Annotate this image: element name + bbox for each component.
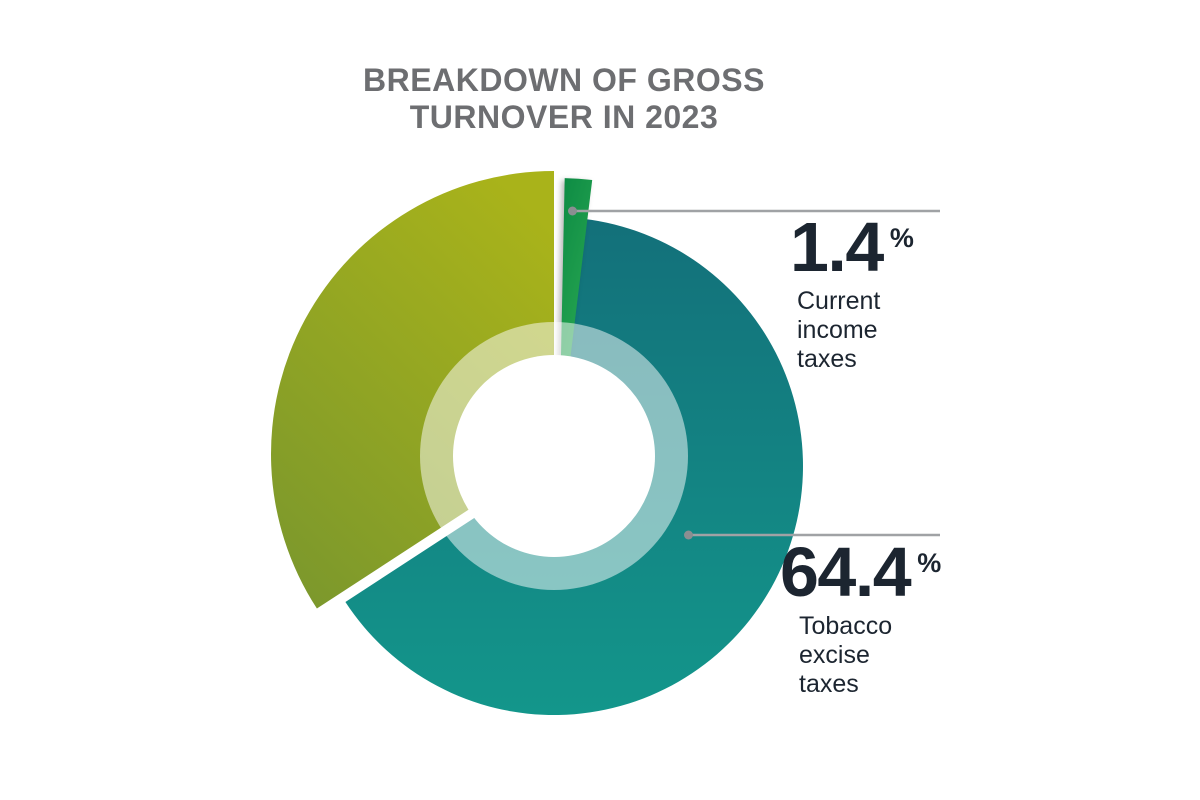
- percent-sign: %: [889, 223, 914, 253]
- callout-label-tobacco-excise-taxes: Tobacco excise taxes: [799, 612, 893, 698]
- callout-tobacco-excise-taxes: 64.4 %: [780, 537, 941, 607]
- callout-value-row: 1.4 %: [790, 212, 914, 282]
- callout-value-row: 64.4 %: [780, 537, 941, 607]
- donut-hole: [453, 355, 655, 557]
- callout-value: 1.4: [790, 208, 884, 286]
- leader-dot-current-income-taxes: [568, 206, 577, 216]
- chart-title: BREAKDOWN OF GROSS TURNOVER IN 2023: [363, 62, 765, 135]
- callout-value: 64.4: [780, 533, 912, 611]
- callout-label-current-income-taxes: Current income taxes: [797, 287, 881, 373]
- callout-current-income-taxes: 1.4 %: [790, 212, 914, 282]
- leader-dot-tobacco-excise-taxes: [684, 530, 693, 540]
- percent-sign: %: [917, 548, 942, 578]
